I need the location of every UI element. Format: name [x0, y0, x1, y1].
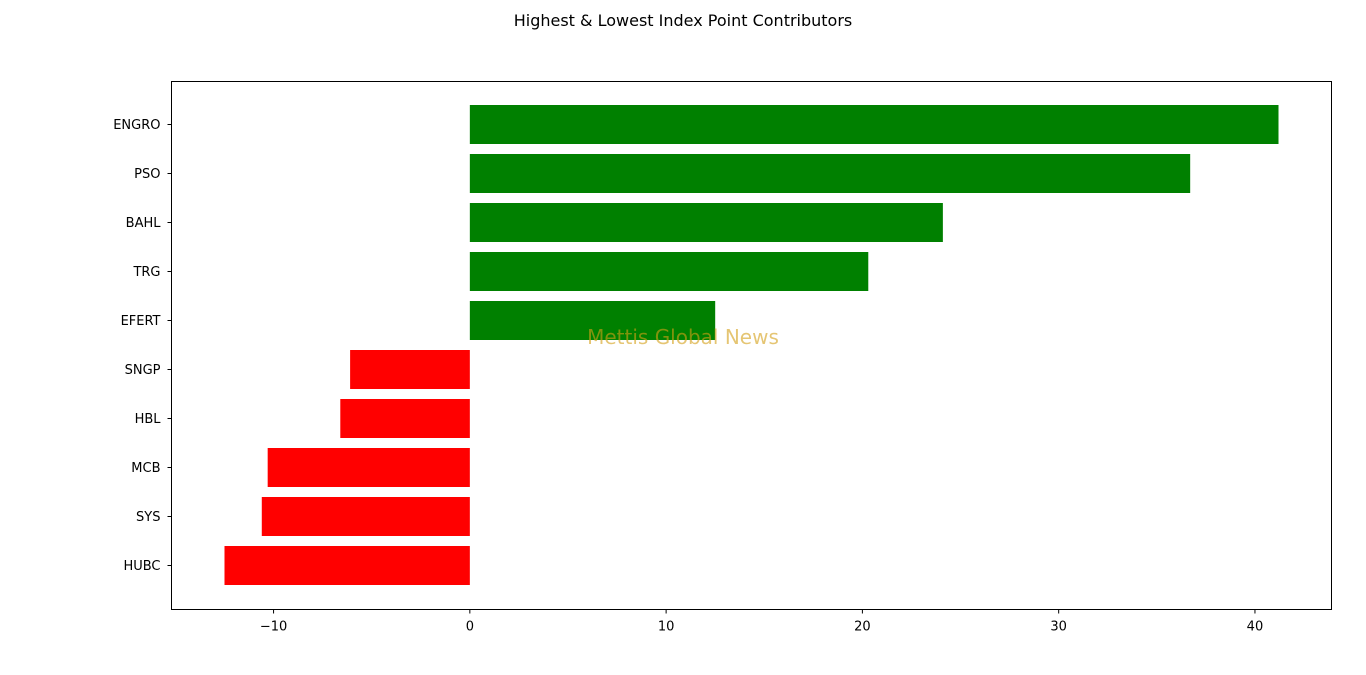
- y-axis: ENGRO PSO BAHL TRG EFERT SNGP HBL MCB SYS HUBC: [113, 118, 172, 574]
- bar-hubc: [224, 546, 470, 585]
- bar-engro: [469, 105, 1279, 144]
- y-tick-label: PSO: [134, 167, 160, 182]
- watermark-text: Mettis Global News: [587, 325, 779, 349]
- plot-frame: [171, 81, 1332, 610]
- x-tick-label: 20: [854, 620, 871, 635]
- y-tick-label: TRG: [132, 265, 160, 280]
- y-tick-label: BAHL: [126, 216, 162, 231]
- bar-hbl: [340, 399, 470, 438]
- bar-trg: [469, 252, 869, 291]
- bar-sngp: [350, 350, 470, 389]
- y-tick-label: ENGRO: [113, 118, 160, 133]
- x-tick-label: 10: [658, 620, 675, 635]
- y-tick-label: HUBC: [123, 559, 160, 574]
- y-tick-label: HBL: [135, 412, 162, 427]
- y-tick-label: MCB: [131, 461, 160, 476]
- y-tick-label: EFERT: [121, 314, 161, 329]
- x-tick-label: 0: [466, 620, 474, 635]
- bar-bahl: [469, 203, 943, 242]
- x-tick-label: 30: [1050, 620, 1067, 635]
- y-tick-label: SNGP: [125, 363, 161, 378]
- bar-pso: [469, 154, 1191, 193]
- x-tick-label: 40: [1247, 620, 1264, 635]
- bar-sys: [261, 497, 470, 536]
- bar-mcb: [267, 448, 470, 487]
- x-tick-label: −10: [260, 620, 287, 635]
- bar-efert: [469, 301, 716, 340]
- bars-group: [224, 105, 1279, 585]
- y-tick-label: SYS: [136, 510, 160, 525]
- chart-title: Highest & Lowest Index Point Contributor…: [513, 11, 853, 30]
- x-axis: −10 0 10 20 30 40: [260, 609, 1264, 635]
